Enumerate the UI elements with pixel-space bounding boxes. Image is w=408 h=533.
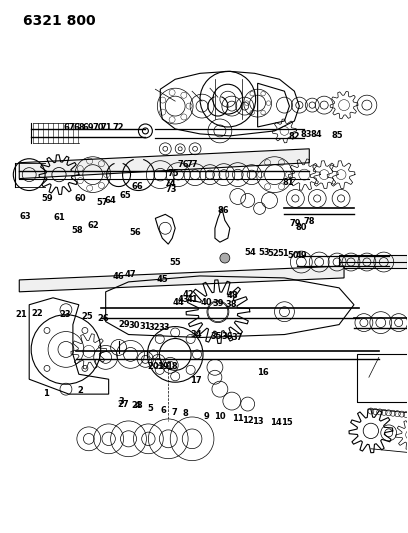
Text: 31: 31 <box>140 322 151 332</box>
Text: 83: 83 <box>300 130 312 139</box>
Text: 44: 44 <box>173 298 185 307</box>
Text: 1: 1 <box>43 389 49 398</box>
Text: 46: 46 <box>113 271 125 280</box>
Text: 47: 47 <box>124 270 136 279</box>
Text: 77: 77 <box>187 160 198 169</box>
Text: 3: 3 <box>118 397 124 406</box>
Text: 15: 15 <box>281 418 293 427</box>
Text: 71: 71 <box>101 123 113 132</box>
Polygon shape <box>19 266 344 292</box>
Text: 56: 56 <box>129 228 141 237</box>
Bar <box>357 354 408 402</box>
Text: 38: 38 <box>226 300 237 309</box>
Text: 7: 7 <box>172 408 178 417</box>
Text: 50: 50 <box>287 252 299 261</box>
Text: 62: 62 <box>88 221 100 230</box>
Text: 29: 29 <box>118 320 130 329</box>
Text: 5: 5 <box>148 404 153 413</box>
Text: 48: 48 <box>226 290 238 300</box>
Text: 81: 81 <box>282 179 294 188</box>
Text: 32: 32 <box>149 324 160 333</box>
Text: 33: 33 <box>159 324 170 333</box>
Text: 12: 12 <box>242 416 254 424</box>
Text: 80: 80 <box>295 223 307 232</box>
Text: 65: 65 <box>119 191 131 200</box>
Circle shape <box>220 253 230 263</box>
Text: 35: 35 <box>211 332 222 341</box>
Text: 16: 16 <box>257 368 268 377</box>
Text: 82: 82 <box>288 132 300 141</box>
Text: 6321 800: 6321 800 <box>23 14 96 28</box>
Text: 6: 6 <box>160 406 166 415</box>
Text: 28: 28 <box>131 401 143 410</box>
Text: 39: 39 <box>213 299 224 308</box>
Text: 69: 69 <box>83 123 94 132</box>
Text: 18: 18 <box>166 361 177 370</box>
Text: 68: 68 <box>74 123 85 132</box>
Text: 74: 74 <box>165 179 177 188</box>
Text: 40: 40 <box>200 298 212 307</box>
Text: 45: 45 <box>157 275 169 284</box>
Text: 10: 10 <box>213 412 225 421</box>
Text: 37: 37 <box>231 333 243 342</box>
Text: 75: 75 <box>168 169 180 179</box>
Text: 72: 72 <box>112 123 124 132</box>
Text: 73: 73 <box>165 185 177 194</box>
Text: 84: 84 <box>311 130 322 139</box>
Text: 67: 67 <box>64 123 75 132</box>
Text: 79: 79 <box>289 219 301 228</box>
Text: 9: 9 <box>203 412 209 421</box>
Text: 36: 36 <box>222 333 233 342</box>
Text: 17: 17 <box>190 376 202 385</box>
Text: 51: 51 <box>277 249 289 259</box>
Text: 59: 59 <box>41 194 53 203</box>
Text: 49: 49 <box>295 252 307 261</box>
Text: 86: 86 <box>217 206 229 215</box>
Polygon shape <box>339 255 407 268</box>
Text: 55: 55 <box>170 258 182 266</box>
Text: 34: 34 <box>190 330 202 339</box>
Text: 60: 60 <box>75 194 86 203</box>
Text: 70: 70 <box>92 123 104 132</box>
Text: 43: 43 <box>178 295 190 304</box>
Text: 64: 64 <box>105 196 117 205</box>
Polygon shape <box>19 149 309 179</box>
Text: 58: 58 <box>72 226 83 235</box>
Text: 52: 52 <box>268 249 279 259</box>
Text: 13: 13 <box>252 417 263 425</box>
Text: 61: 61 <box>53 213 65 222</box>
Text: 22: 22 <box>31 309 43 318</box>
Text: 20: 20 <box>148 361 159 370</box>
Text: 57: 57 <box>96 198 108 207</box>
Text: 4: 4 <box>134 401 140 410</box>
Text: 53: 53 <box>258 248 270 257</box>
Text: 78: 78 <box>304 217 315 226</box>
Text: 23: 23 <box>60 310 71 319</box>
Text: 11: 11 <box>232 415 244 423</box>
Text: 54: 54 <box>245 248 257 257</box>
Text: 21: 21 <box>15 310 27 319</box>
Text: 66: 66 <box>131 182 143 190</box>
Text: 2: 2 <box>78 386 83 395</box>
Text: 8: 8 <box>183 409 188 418</box>
Text: 85: 85 <box>331 131 343 140</box>
Text: 26: 26 <box>98 314 109 323</box>
Text: 42: 42 <box>183 290 195 299</box>
Text: 25: 25 <box>82 312 93 321</box>
Text: 63: 63 <box>19 212 31 221</box>
Text: 19: 19 <box>157 361 169 370</box>
Text: 30: 30 <box>129 321 140 330</box>
Text: 27: 27 <box>117 400 129 409</box>
Text: 76: 76 <box>177 160 189 169</box>
Text: 14: 14 <box>270 418 282 427</box>
Text: 41: 41 <box>187 295 199 304</box>
